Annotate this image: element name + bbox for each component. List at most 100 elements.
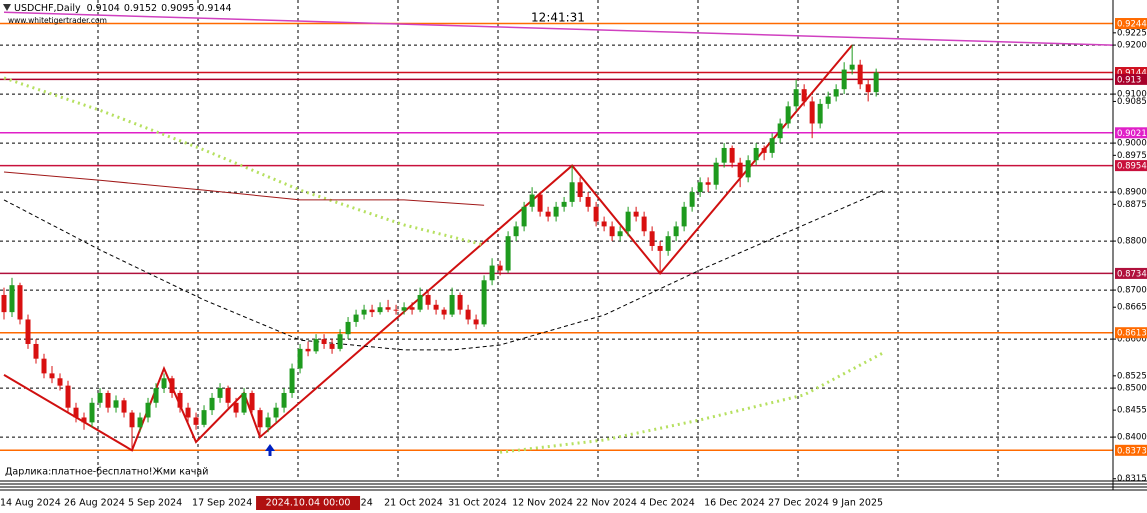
- candle-body: [633, 211, 639, 217]
- crosshair-box: [256, 496, 361, 510]
- y-tick-label: 0.8665: [1117, 303, 1147, 313]
- y-tick-label: 0.9200: [1117, 41, 1147, 51]
- candle-body: [9, 285, 15, 313]
- x-tick-label: 14 Aug 2024: [0, 498, 61, 509]
- y-tick-label: 0.9225: [1117, 28, 1147, 38]
- candle-body: [577, 182, 583, 197]
- candle-body: [609, 226, 615, 237]
- candle-body: [177, 392, 183, 408]
- x-tick-label: 12 Nov 2024: [512, 498, 573, 509]
- candle-body: [665, 236, 671, 251]
- last-close: 0.9144: [198, 3, 231, 14]
- candle-body: [41, 358, 47, 374]
- candle-body: [585, 196, 591, 207]
- level-label: 0.8373: [1117, 446, 1147, 456]
- candle-body: [193, 417, 199, 425]
- candle-body: [545, 211, 551, 217]
- candle-body: [489, 265, 495, 281]
- watermark: www.whitetigertrader.com: [8, 16, 107, 25]
- y-tick-label: 0.8600: [1117, 335, 1147, 345]
- symbol: USDCHF,Daily: [14, 3, 81, 14]
- level-label: 0.9144: [1117, 69, 1147, 79]
- candle-body: [833, 89, 839, 97]
- candle-body: [401, 307, 407, 311]
- candle-body: [129, 412, 135, 428]
- candle-body: [337, 334, 343, 349]
- level-box: [1115, 327, 1147, 339]
- y-tick-label: 0.8700: [1117, 286, 1147, 296]
- candle-body: [705, 182, 711, 185]
- level-label: 0.913: [1117, 75, 1141, 85]
- candle-body: [809, 101, 815, 124]
- candle-body: [89, 402, 95, 423]
- candle-body: [817, 103, 823, 124]
- candle-body: [873, 72, 879, 93]
- y-tick-label: 0.8455: [1117, 406, 1147, 416]
- candle-body: [81, 417, 87, 423]
- y-tick-label: 0.8900: [1117, 188, 1147, 198]
- candle-body: [537, 194, 543, 212]
- candle-body: [1, 294, 7, 313]
- candle-body: [553, 206, 559, 217]
- y-tick-label: 0.8315: [1117, 474, 1147, 484]
- candle-body: [433, 304, 439, 310]
- candle-body: [209, 397, 215, 411]
- candle-body: [185, 407, 191, 418]
- level-box: [1115, 444, 1147, 456]
- candle-body: [825, 96, 831, 104]
- candle-body: [201, 410, 207, 425]
- candle-body: [625, 211, 631, 232]
- x-tick-label: 21 Oct 2024: [384, 498, 443, 509]
- candle-body: [121, 400, 127, 413]
- x-tick-label: 4 Dec 2024: [640, 498, 695, 509]
- candle-body: [385, 307, 391, 310]
- candle-body: [105, 392, 111, 408]
- candle-body: [305, 348, 311, 352]
- candle-body: [481, 280, 487, 325]
- level-box: [1115, 67, 1147, 79]
- candle-body: [169, 378, 175, 393]
- candle-body: [57, 378, 63, 386]
- candle-body: [321, 339, 327, 344]
- candle-body: [441, 309, 447, 315]
- candle-body: [497, 265, 503, 271]
- y-tick-label: 0.8975: [1117, 151, 1147, 161]
- clock: 12:41:31: [531, 11, 585, 25]
- candle-body: [377, 307, 383, 313]
- candle-body: [241, 392, 247, 413]
- y-tick-label: 0.9085: [1117, 97, 1147, 107]
- candle-body: [857, 64, 863, 85]
- candle-body: [273, 407, 279, 418]
- level-box: [1115, 73, 1147, 85]
- candle-body: [265, 417, 271, 428]
- candle-body: [785, 106, 791, 124]
- indicator-line: [3, 189, 885, 351]
- candle-body: [297, 348, 303, 369]
- candle-body: [345, 321, 351, 335]
- x-tick-label: 16 Dec 2024: [704, 498, 765, 509]
- crosshair-label: 2024.10.04 00:00: [266, 498, 351, 509]
- candle-body: [145, 402, 151, 418]
- candle-body: [425, 294, 431, 305]
- candle-body: [225, 388, 231, 403]
- last-high: 0.9152: [124, 3, 157, 14]
- candle-body: [153, 388, 159, 403]
- level-box: [1115, 267, 1147, 279]
- comment: Дарлика:платное-бесплатно!Жми качай: [5, 467, 208, 478]
- indicator-line: [3, 76, 485, 247]
- y-tick-label: 0.9000: [1117, 139, 1147, 149]
- candle-body: [73, 407, 79, 418]
- candle-body: [713, 162, 719, 185]
- candle-body: [721, 147, 727, 163]
- candle-body: [641, 216, 647, 232]
- candle-body: [393, 309, 399, 311]
- candle-body: [473, 319, 479, 325]
- candle-body: [657, 245, 663, 251]
- candle-body: [601, 221, 607, 227]
- level-label: 0.8613: [1117, 329, 1147, 339]
- x-tick-label: 22 Nov 2024: [576, 498, 637, 509]
- symbol-icon: [3, 4, 11, 11]
- x-tick-label: 31 Oct 2024: [448, 498, 507, 509]
- candle-body: [313, 339, 319, 352]
